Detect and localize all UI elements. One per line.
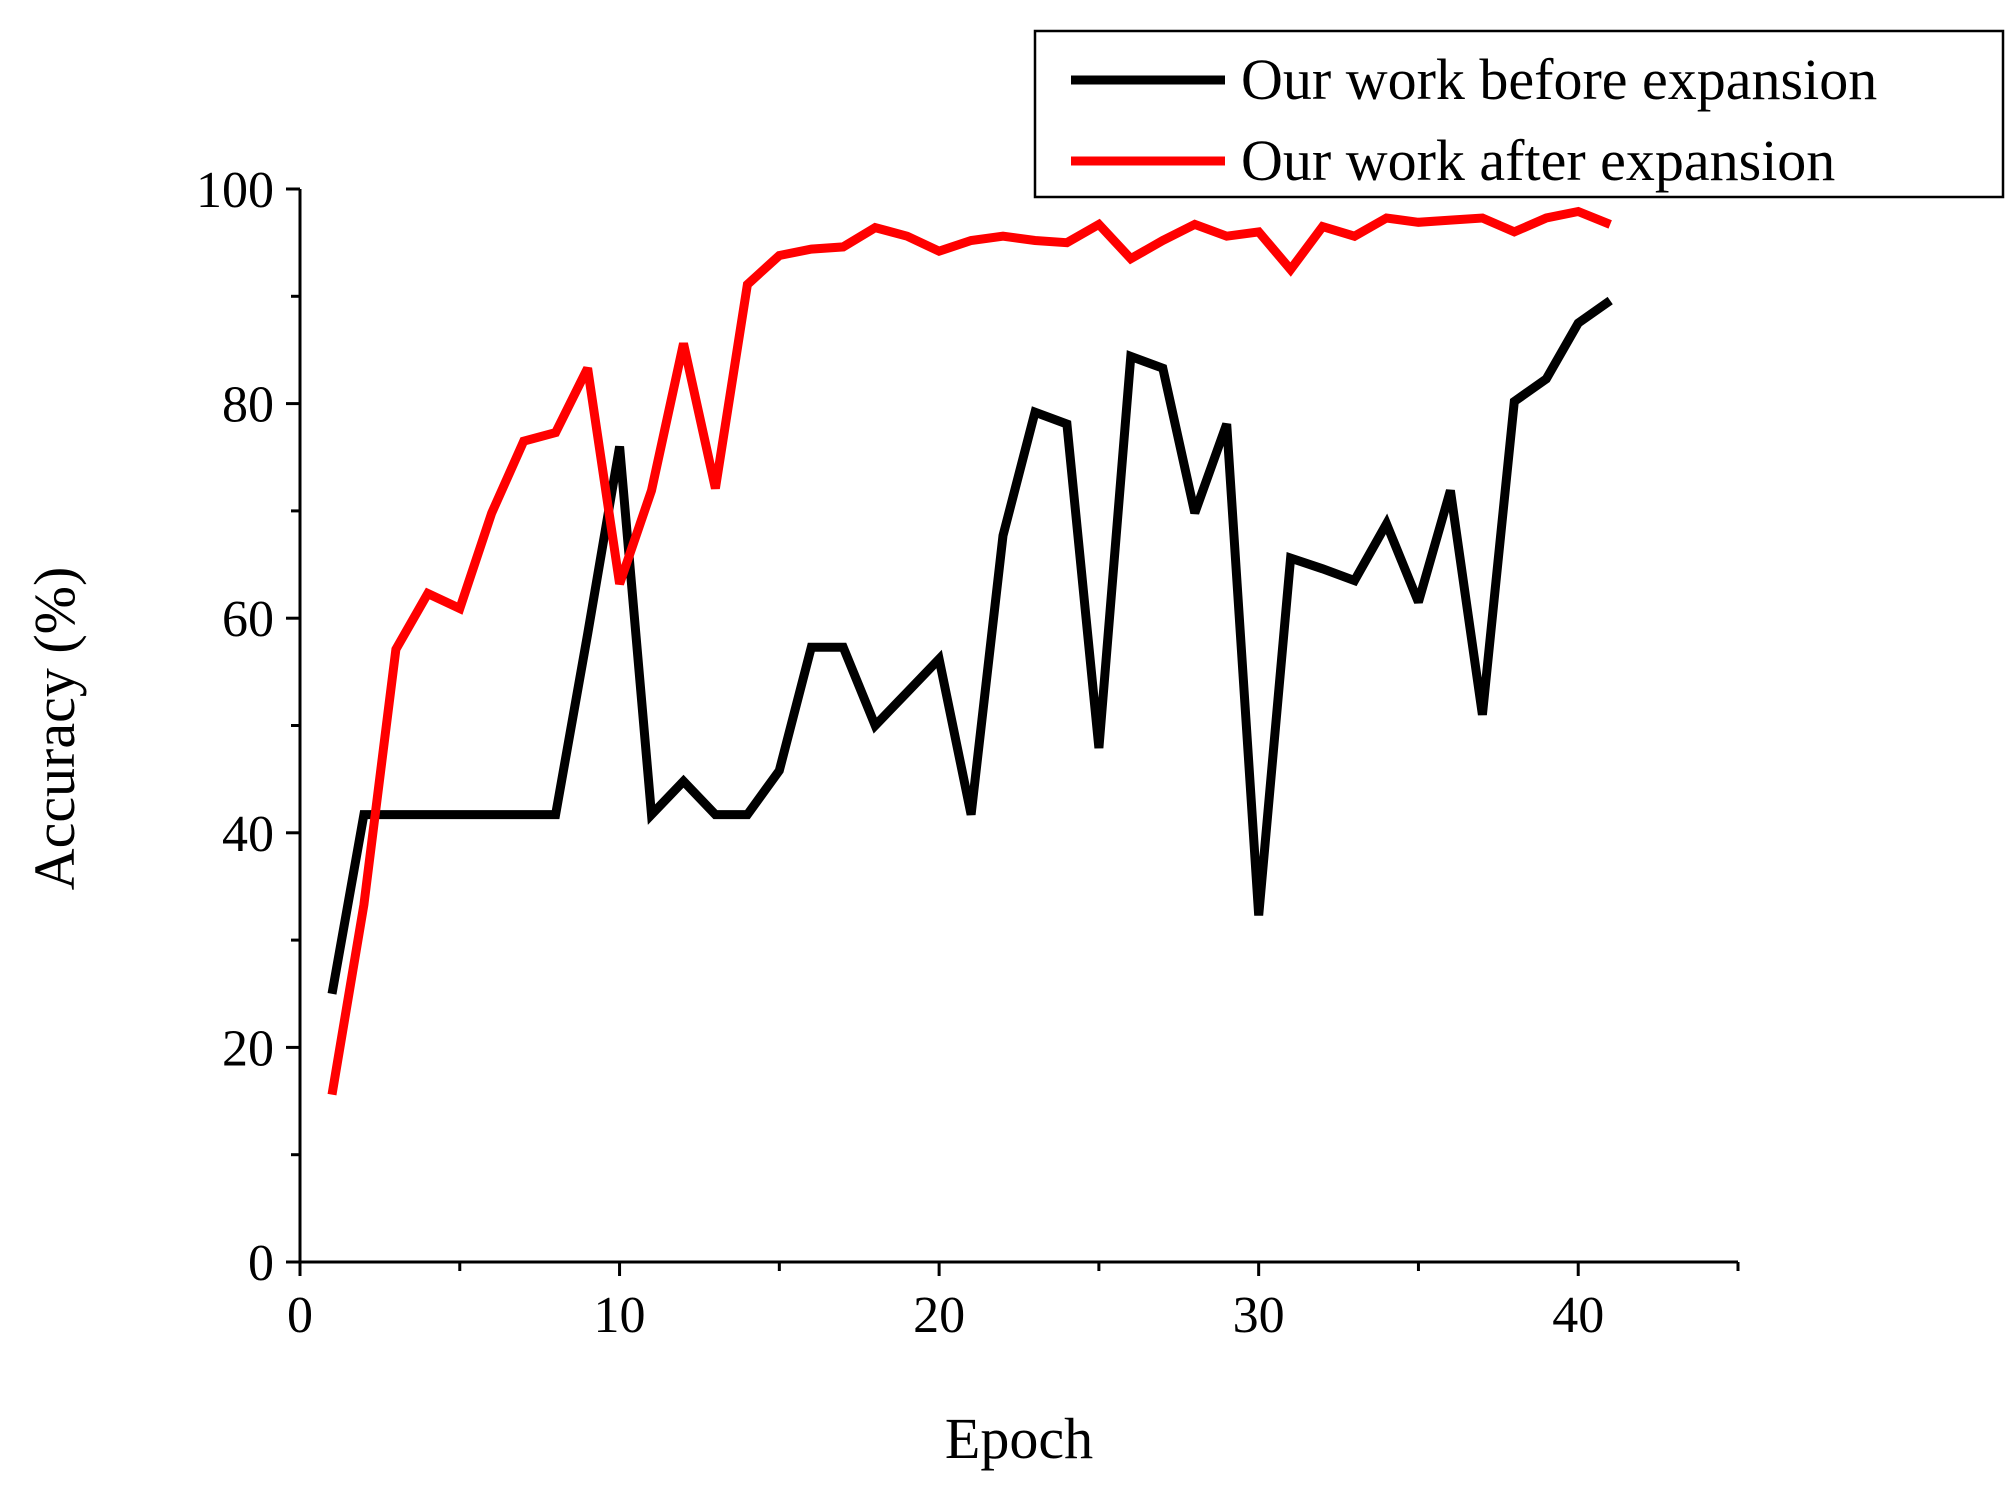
- y-tick-label: 60: [222, 591, 274, 648]
- y-tick-label: 100: [196, 162, 274, 219]
- series-layer: [327, 206, 1613, 1096]
- y-tick-label: 20: [222, 1020, 274, 1077]
- x-tick-label: 10: [594, 1287, 646, 1344]
- x-tick-label: 0: [287, 1287, 313, 1344]
- x-axis-title: Epoch: [945, 1406, 1093, 1471]
- series-line-1: [327, 296, 1613, 995]
- y-axis-title: Accuracy (%): [22, 567, 87, 891]
- x-tick-label: 40: [1552, 1287, 1604, 1344]
- axes: 0 20 40 60 80 100 0 10 20 30 40 Epoch Accuracy (%): [22, 162, 1740, 1471]
- x-tick-label: 30: [1233, 1287, 1285, 1344]
- legend-box: [1033, 29, 2005, 199]
- legend-label-1: Our work before expansion: [1241, 47, 1877, 112]
- series-line-2: [327, 206, 1612, 1096]
- legend-label-2: Our work after expansion: [1241, 128, 1835, 193]
- y-tick-label: 0: [248, 1235, 274, 1292]
- legend: Our work before expansion Our work after …: [1033, 29, 2005, 199]
- x-tick-label: 20: [913, 1287, 965, 1344]
- y-tick-label: 80: [222, 377, 274, 434]
- y-tick-label: 40: [222, 806, 274, 863]
